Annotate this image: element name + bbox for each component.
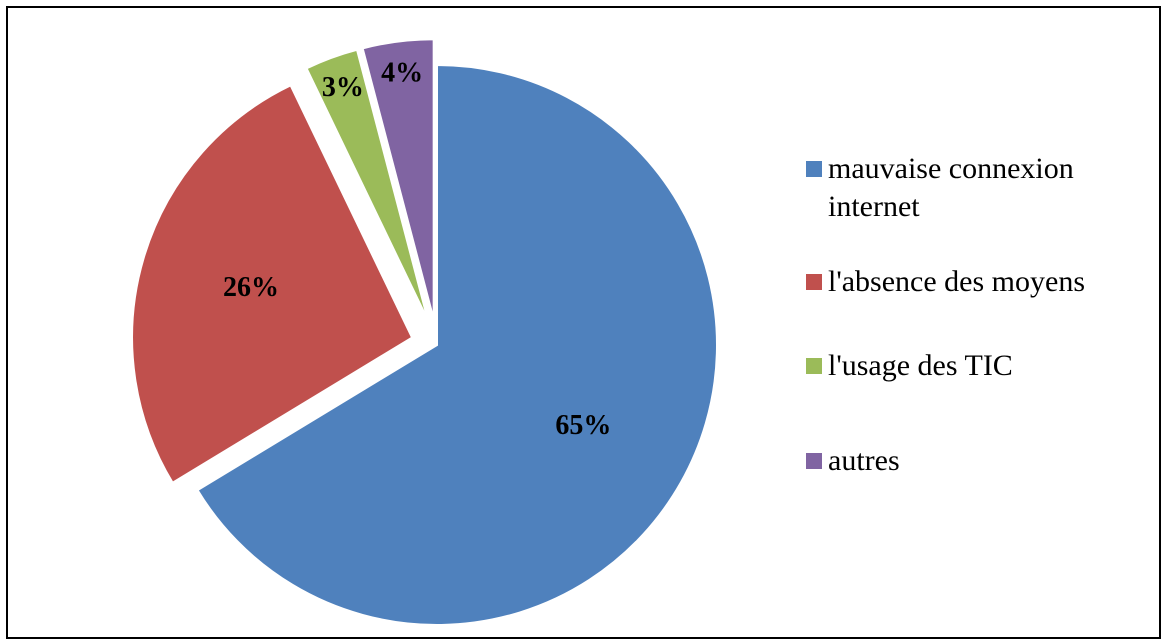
legend-item: l'usage des TIC	[806, 347, 1146, 385]
data-label: 65%	[555, 410, 611, 441]
data-label: 26%	[223, 272, 279, 303]
pie-slice	[305, 48, 429, 322]
legend-swatch	[806, 274, 822, 290]
data-label: 3%	[322, 72, 364, 103]
legend-label: l'usage des TIC	[828, 349, 1013, 382]
pie-slice	[131, 83, 414, 485]
legend-label: mauvaise connexion internet	[828, 152, 1074, 223]
legend-swatch	[806, 358, 822, 374]
legend-label: autres	[828, 444, 900, 477]
pie-slice	[361, 38, 435, 320]
legend-swatch	[806, 161, 822, 177]
legend-label: l'absence des moyens	[828, 265, 1085, 298]
legend-item: autres	[806, 442, 1146, 480]
legend-item: mauvaise connexion internet	[806, 150, 1146, 226]
legend-item: l'absence des moyens	[806, 263, 1146, 301]
data-label: 4%	[381, 57, 423, 88]
legend-swatch	[806, 453, 822, 469]
chart-border	[6, 6, 1161, 639]
pie-slice	[196, 63, 718, 626]
